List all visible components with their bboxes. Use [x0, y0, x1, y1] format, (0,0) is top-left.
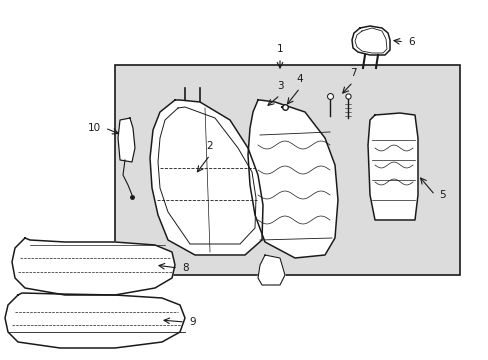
Polygon shape	[367, 113, 417, 220]
Polygon shape	[118, 118, 135, 162]
Polygon shape	[5, 293, 184, 348]
Polygon shape	[247, 100, 337, 258]
Bar	[115, 65, 459, 275]
Text: 6: 6	[407, 37, 414, 47]
Text: 3: 3	[276, 81, 283, 91]
Text: 9: 9	[189, 317, 195, 327]
Text: 7: 7	[349, 68, 356, 78]
Text: 8: 8	[182, 263, 188, 273]
Polygon shape	[351, 26, 389, 55]
Text: 5: 5	[438, 190, 445, 200]
Text: 4: 4	[296, 74, 303, 84]
Text: 1: 1	[276, 44, 283, 54]
Polygon shape	[258, 255, 285, 285]
Polygon shape	[12, 238, 175, 295]
Text: 2: 2	[206, 141, 213, 151]
Polygon shape	[150, 100, 263, 255]
Text: 10: 10	[88, 123, 101, 133]
